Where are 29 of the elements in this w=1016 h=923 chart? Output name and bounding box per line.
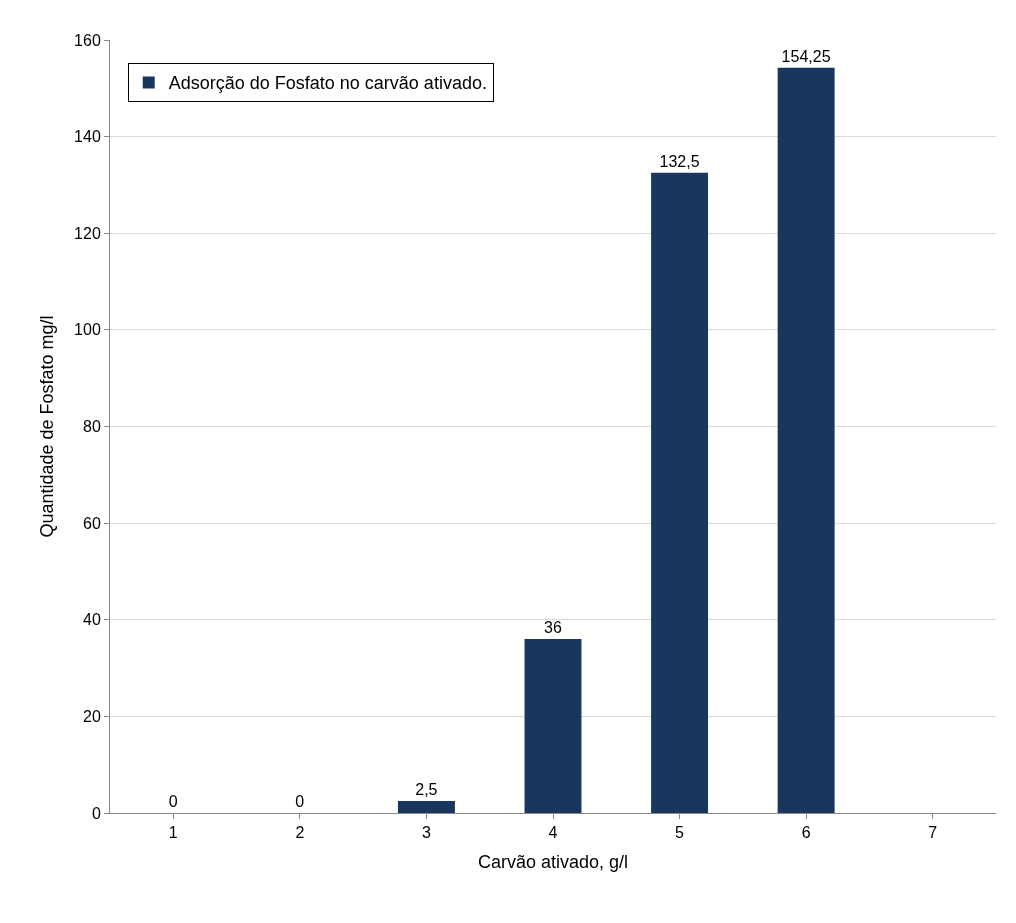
bar xyxy=(777,67,835,813)
y-axis-title: Quantidade de Fosfato mg/l xyxy=(37,315,58,538)
x-tick-label: 4 xyxy=(548,824,558,842)
data-label: 36 xyxy=(544,619,562,637)
y-tick-label: 160 xyxy=(74,31,101,49)
x-tick-label: 5 xyxy=(675,824,685,842)
y-tick-label: 20 xyxy=(83,707,101,725)
x-tick-label: 7 xyxy=(928,824,938,842)
bar xyxy=(397,800,455,813)
y-tick-label: 40 xyxy=(83,611,101,629)
data-label: 132,5 xyxy=(659,152,700,170)
legend-label: Adsorção do Fosfato no carvão ativado. xyxy=(168,73,487,94)
bar xyxy=(524,639,582,813)
y-tick-label: 0 xyxy=(91,804,101,822)
data-label: 0 xyxy=(168,793,178,810)
y-tick-label: 80 xyxy=(83,418,101,436)
x-tick-label: 1 xyxy=(168,824,178,842)
y-tick-label: 140 xyxy=(74,128,101,146)
x-tick-label: 3 xyxy=(421,824,431,842)
bar xyxy=(651,172,709,813)
data-label: 0 xyxy=(295,793,305,810)
data-label: 2,5 xyxy=(415,780,438,798)
x-tick-label: 2 xyxy=(295,824,305,842)
x-axis-title: Carvão ativado, g/l xyxy=(477,852,629,873)
y-tick-label: 120 xyxy=(74,224,101,242)
x-tick-label: 6 xyxy=(801,824,811,842)
y-tick-label: 60 xyxy=(83,514,101,532)
y-tick-label: 100 xyxy=(74,321,101,339)
data-label: 154,25 xyxy=(781,47,831,65)
